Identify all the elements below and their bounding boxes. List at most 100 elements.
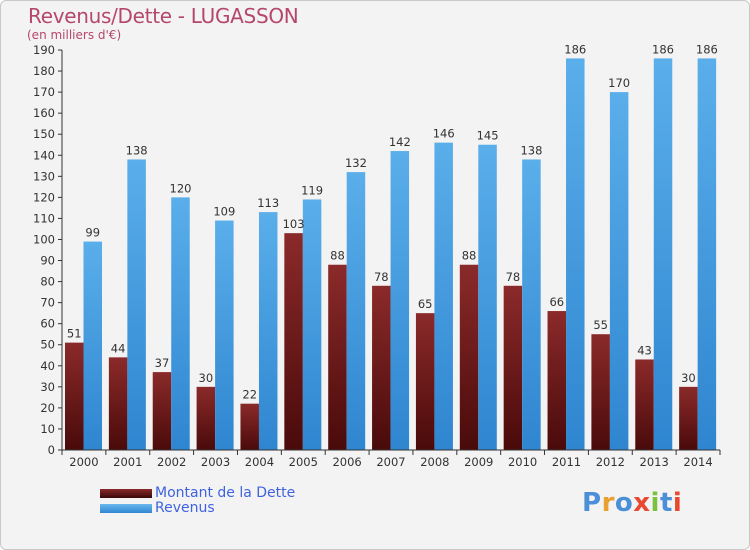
logo-letter: i [650,488,660,518]
bar-dette-2010 [503,285,523,450]
bar-revenus-2001 [127,159,146,450]
y-tick-label: 90 [40,254,55,268]
chart-subtitle: (en milliers d'€) [27,28,122,42]
value-label-revenus-2004: 113 [257,196,279,210]
x-tick-label-2005: 2005 [289,455,318,469]
value-label-dette-2009: 88 [462,249,477,263]
bar-revenus-2012 [609,92,629,451]
value-label-dette-2000: 51 [67,327,82,341]
value-label-dette-2008: 65 [418,297,433,311]
y-tick-label: 50 [40,338,55,352]
bar-dette-2009 [459,264,479,450]
bar-revenus-2014 [697,58,717,450]
logo-letter: P [582,488,602,518]
bar-revenus-2010 [522,159,541,450]
value-label-revenus-2000: 99 [85,226,100,240]
legend-label-revenus: Revenus [155,500,215,516]
value-label-revenus-2009: 145 [477,129,499,143]
y-tick-label: 70 [40,296,55,310]
value-label-dette-2001: 44 [111,341,126,355]
y-tick-label: 160 [33,106,55,120]
bar-dette-2001 [108,357,128,450]
bar-dette-2008 [415,313,435,450]
value-label-revenus-2007: 142 [389,135,411,149]
bar-revenus-2013 [653,58,673,450]
value-label-dette-2004: 22 [242,388,257,402]
logo-letter: o [614,488,634,518]
bar-revenus-2003 [215,220,234,450]
value-label-revenus-2012: 170 [608,76,630,90]
bar-dette-2011 [547,311,567,450]
x-tick-label-2010: 2010 [508,455,537,469]
x-tick-label-2014: 2014 [683,455,712,469]
x-tick-label-2006: 2006 [332,455,361,469]
bar-dette-2006 [328,264,347,450]
legend-label-dette: Montant de la Dette [155,485,296,501]
y-tick-label: 110 [33,211,55,225]
y-tick-label: 100 [33,232,55,246]
value-label-dette-2002: 37 [155,356,170,370]
bar-revenus-2009 [478,144,497,450]
value-label-revenus-2010: 138 [520,143,542,157]
logo-letter: t [659,488,673,518]
bar-dette-2007 [372,285,391,450]
value-label-revenus-2002: 120 [170,181,192,195]
y-tick-label: 170 [33,85,55,99]
bar-dette-2013 [635,359,654,450]
x-tick-label-2000: 2000 [69,455,98,469]
value-label-dette-2007: 78 [374,270,389,284]
chart-title: Revenus/Dette - LUGASSON [28,4,299,28]
value-label-dette-2011: 66 [549,295,564,309]
y-tick-label: 190 [33,43,55,57]
legend-swatch-dette [100,489,152,498]
x-tick-label-2004: 2004 [245,455,274,469]
value-label-revenus-2008: 146 [433,127,455,141]
bar-revenus-2000 [83,241,102,450]
logo-letter: i [672,488,683,518]
value-label-dette-2013: 43 [637,343,652,357]
value-label-dette-2012: 55 [593,318,608,332]
bar-revenus-2005 [302,199,322,450]
value-label-dette-2003: 30 [199,371,214,385]
bar-dette-2004 [240,403,259,450]
value-label-revenus-2006: 132 [345,156,367,170]
x-tick-label-2011: 2011 [552,455,581,469]
bar-revenus-2002 [171,197,190,450]
y-tick-label: 120 [33,190,55,204]
value-label-revenus-2011: 186 [564,42,586,56]
y-tick-label: 40 [40,359,55,373]
bar-dette-2014 [679,386,698,450]
y-tick-label: 140 [33,148,55,162]
bar-revenus-2006 [346,172,366,450]
logo-letter: x [633,488,651,518]
value-label-revenus-2005: 119 [301,183,323,197]
x-tick-label-2003: 2003 [201,455,230,469]
x-tick-label-2009: 2009 [464,455,493,469]
x-tick-label-2007: 2007 [376,455,405,469]
y-tick-label: 150 [33,127,55,141]
x-tick-label-2012: 2012 [596,455,625,469]
bar-dette-2000 [65,342,84,450]
y-tick-label: 20 [40,401,55,415]
value-label-dette-2014: 30 [681,371,696,385]
y-tick-label: 30 [40,380,55,394]
legend-swatch-revenus [100,504,152,513]
y-tick-label: 180 [33,64,55,78]
value-label-dette-2010: 78 [506,270,521,284]
value-label-revenus-2014: 186 [696,42,718,56]
x-tick-label-2002: 2002 [157,455,186,469]
y-tick-label: 10 [40,422,55,436]
x-tick-label-2001: 2001 [113,455,142,469]
bar-dette-2003 [196,386,216,450]
x-tick-label-2008: 2008 [420,455,449,469]
x-tick-label-2013: 2013 [640,455,669,469]
bar-revenus-2008 [434,142,453,450]
value-label-revenus-2013: 186 [652,42,674,56]
y-tick-label: 130 [33,169,55,183]
value-label-revenus-2001: 138 [126,143,148,157]
proxiti-logo: Proxiti [582,488,682,518]
y-tick-label: 0 [48,443,55,457]
value-label-dette-2005: 103 [283,217,305,231]
value-label-revenus-2003: 109 [213,205,235,219]
